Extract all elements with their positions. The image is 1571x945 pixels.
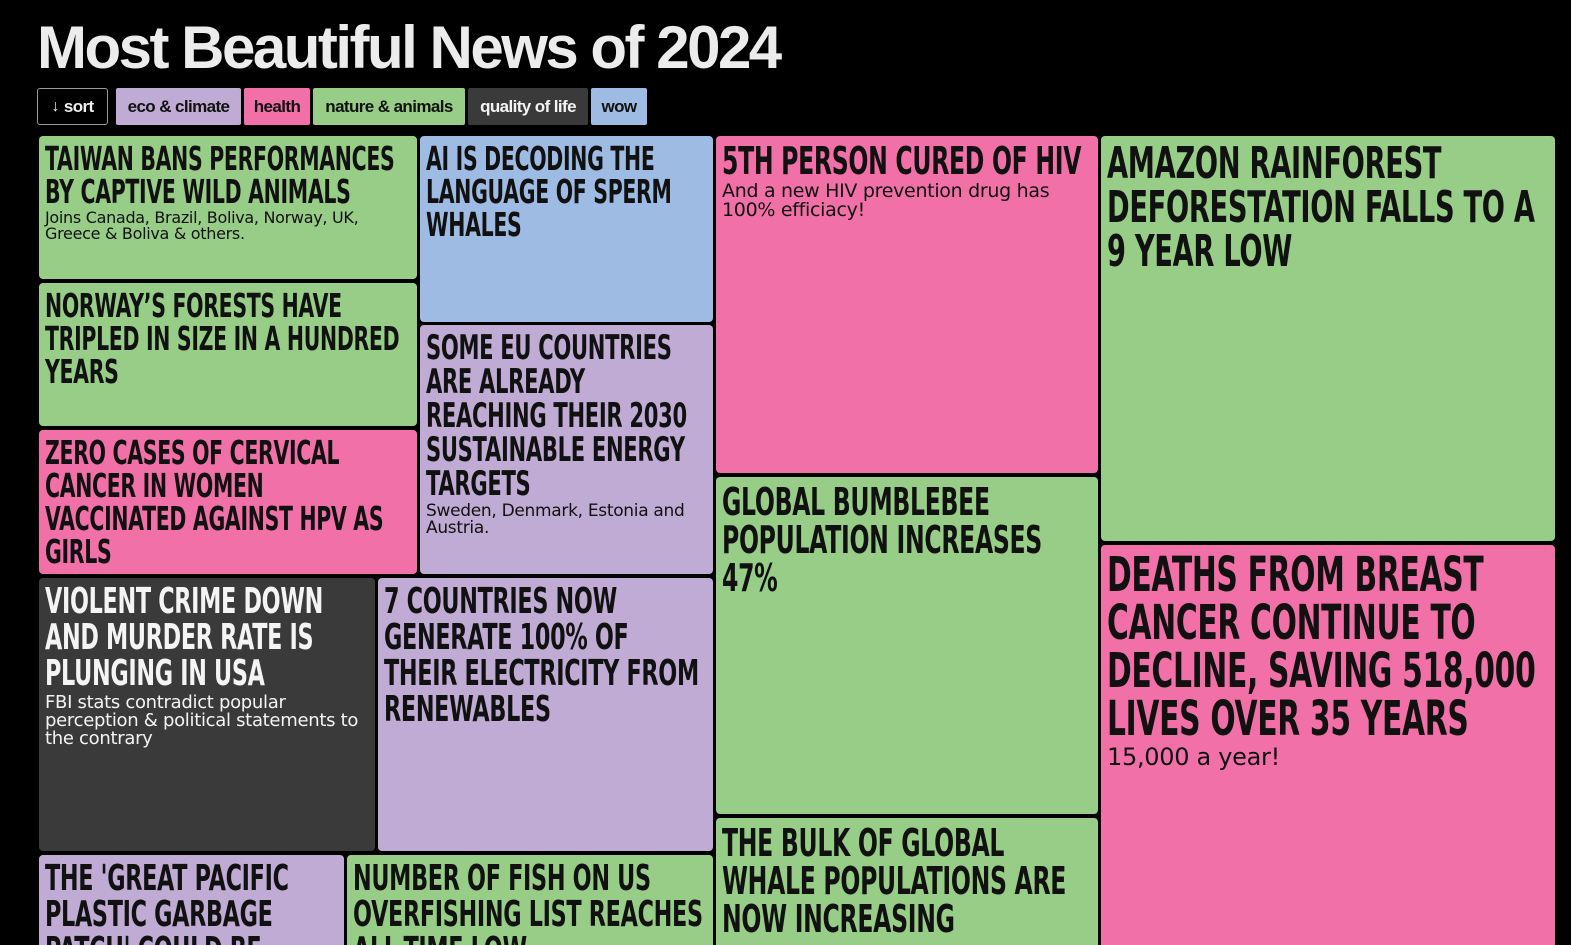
story-headline: Deaths from breast cancer continue to de… (1107, 547, 1536, 747)
story-headline: Norway’s forests have tripled in size in… (45, 286, 400, 391)
story-subtitle: And a new HIV prevention drug has 100% e… (722, 180, 1050, 221)
story-headline: Global bumblebee population increases 47… (722, 480, 1042, 600)
story-headline: The bulk of global whale populations are… (722, 821, 1067, 941)
story-tile[interactable]: Some EU countries are already reaching t… (420, 325, 713, 574)
story-tile[interactable]: 5th person cured of HIV And a new HIV pr… (716, 136, 1098, 473)
story-headline: Zero cases of cervical cancer in women v… (45, 433, 384, 571)
story-tile[interactable]: Norway’s forests have tripled in size in… (39, 283, 417, 426)
filter-health[interactable]: health (244, 88, 310, 125)
sort-label: sort (63, 96, 94, 116)
story-tile[interactable]: Taiwan bans performances by captive wild… (39, 136, 417, 279)
story-subtitle: FBI stats contradict popular perception … (45, 692, 359, 749)
page-title: Most Beautiful News of 2024 (37, 14, 782, 81)
story-headline: Amazon rainforest deforestation falls to… (1107, 138, 1535, 277)
story-headline: Taiwan bans performances by captive wild… (45, 139, 395, 211)
story-tile[interactable]: Zero cases of cervical cancer in women v… (39, 430, 417, 574)
story-headline: AI is decoding the language of sperm wha… (426, 139, 672, 244)
story-subtitle: 15,000 a year! (1107, 743, 1280, 771)
story-tile[interactable]: The bulk of global whale populations are… (716, 818, 1098, 945)
story-tile[interactable]: Amazon rainforest deforestation falls to… (1101, 136, 1555, 541)
filter-eco-climate[interactable]: eco & climate (116, 88, 241, 125)
story-headline: 5th person cured of HIV (722, 139, 1082, 183)
story-tile[interactable]: Number of fish on US overfishing list re… (347, 855, 713, 945)
story-tile[interactable]: The 'Great Pacific Plastic Garbage Patch… (39, 855, 344, 945)
story-tile[interactable]: Deaths from breast cancer continue to de… (1101, 545, 1555, 945)
filter-quality-of-life[interactable]: quality of life (468, 88, 588, 125)
filter-wow[interactable]: wow (591, 88, 647, 125)
story-headline: 7 countries now generate 100% of their e… (384, 581, 699, 730)
story-tile[interactable]: 7 countries now generate 100% of their e… (378, 578, 713, 851)
story-tile[interactable]: Global bumblebee population increases 47… (716, 477, 1098, 814)
story-headline: Some EU countries are already reaching t… (426, 328, 687, 504)
story-headline: Number of fish on US overfishing list re… (353, 858, 703, 945)
filter-nature-animals[interactable]: nature & animals (313, 88, 465, 125)
story-tile[interactable]: AI is decoding the language of sperm wha… (420, 136, 713, 322)
story-headline: Violent crime down and murder rate is pl… (45, 581, 324, 694)
story-tile[interactable]: Violent crime down and murder rate is pl… (39, 578, 375, 851)
sort-button[interactable]: ↓ sort (37, 88, 108, 125)
arrow-down-icon: ↓ (51, 97, 59, 115)
story-subtitle: Sweden, Denmark, Estonia and Austria. (426, 501, 685, 538)
story-subtitle: Joins Canada, Brazil, Boliva, Norway, UK… (45, 208, 359, 243)
story-headline: The 'Great Pacific Plastic Garbage Patch… (45, 858, 289, 945)
